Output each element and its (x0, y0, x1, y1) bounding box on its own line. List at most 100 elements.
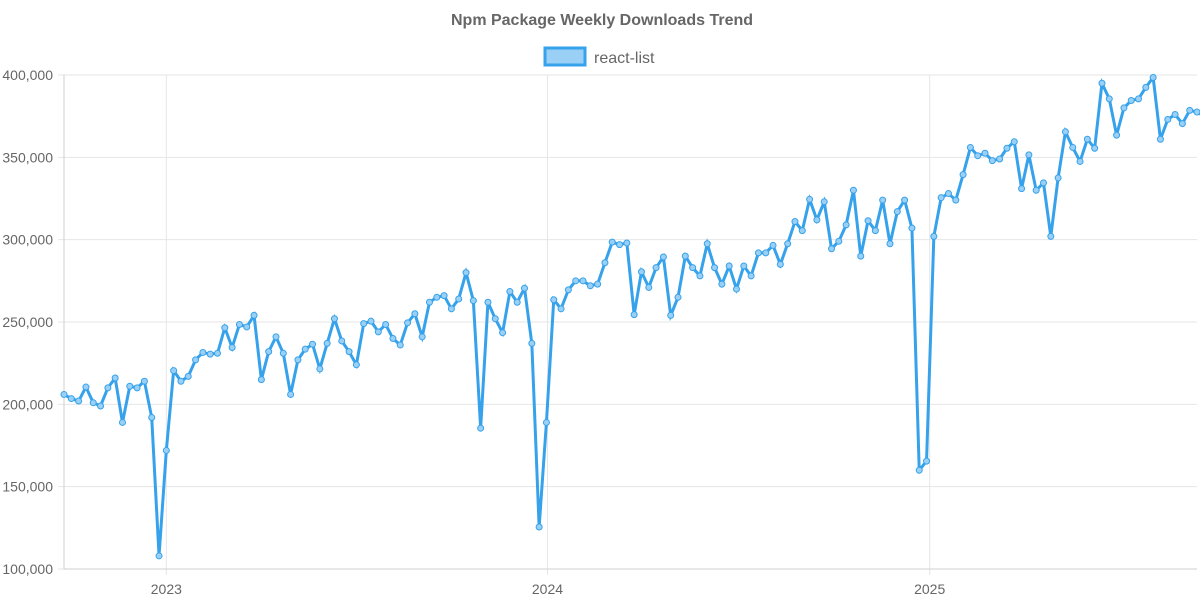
data-point[interactable] (301, 345, 309, 353)
data-point[interactable] (89, 399, 97, 407)
data-point[interactable] (1061, 128, 1069, 136)
data-point[interactable] (294, 356, 302, 364)
data-point[interactable] (491, 315, 499, 323)
data-point[interactable] (126, 382, 134, 390)
data-point[interactable] (842, 221, 850, 229)
data-point[interactable] (148, 414, 156, 422)
data-point[interactable] (915, 466, 923, 474)
data-point[interactable] (937, 194, 945, 202)
data-point[interactable] (952, 196, 960, 204)
data-point[interactable] (513, 298, 521, 306)
data-point[interactable] (279, 349, 287, 357)
data-point[interactable] (542, 418, 550, 426)
data-point[interactable] (250, 311, 258, 319)
data-point[interactable] (696, 272, 704, 280)
data-point[interactable] (908, 224, 916, 232)
data-point[interactable] (235, 320, 243, 328)
data-point[interactable] (1186, 106, 1194, 114)
data-point[interactable] (974, 152, 982, 160)
data-point[interactable] (864, 217, 872, 225)
data-point[interactable] (155, 552, 163, 560)
data-point[interactable] (1098, 79, 1106, 87)
data-point[interactable] (601, 259, 609, 267)
data-point[interactable] (1113, 131, 1121, 139)
data-point[interactable] (133, 384, 141, 392)
data-point[interactable] (367, 317, 375, 325)
data-point[interactable] (199, 348, 207, 356)
data-point[interactable] (674, 293, 682, 301)
data-point[interactable] (652, 264, 660, 272)
data-point[interactable] (769, 241, 777, 249)
data-point[interactable] (776, 260, 784, 268)
data-point[interactable] (192, 356, 200, 364)
data-point[interactable] (944, 190, 952, 198)
data-point[interactable] (404, 319, 412, 327)
data-point[interactable] (440, 292, 448, 300)
data-point[interactable] (272, 333, 280, 341)
data-point[interactable] (177, 377, 185, 385)
data-point[interactable] (1135, 95, 1143, 103)
data-point[interactable] (477, 424, 485, 432)
data-point[interactable] (1069, 143, 1077, 151)
data-point[interactable] (484, 298, 492, 306)
data-point[interactable] (118, 418, 126, 426)
data-point[interactable] (1120, 104, 1128, 112)
data-point[interactable] (988, 157, 996, 165)
data-point[interactable] (506, 288, 514, 296)
data-point[interactable] (645, 283, 653, 291)
data-point[interactable] (170, 367, 178, 375)
data-point[interactable] (996, 155, 1004, 163)
data-point[interactable] (425, 298, 433, 306)
data-point[interactable] (184, 372, 192, 380)
data-point[interactable] (1193, 108, 1200, 116)
data-point[interactable] (572, 277, 580, 285)
data-point[interactable] (75, 397, 83, 405)
data-point[interactable] (214, 349, 221, 357)
data-point[interactable] (1032, 186, 1040, 194)
data-point[interactable] (1156, 135, 1164, 143)
data-point[interactable] (725, 262, 733, 270)
data-point[interactable] (1076, 157, 1084, 165)
data-point[interactable] (828, 245, 836, 253)
data-point[interactable] (389, 334, 397, 342)
data-point[interactable] (557, 305, 565, 313)
data-point[interactable] (747, 272, 755, 280)
data-point[interactable] (871, 227, 879, 235)
data-point[interactable] (893, 208, 901, 216)
data-point[interactable] (754, 249, 762, 257)
data-point[interactable] (959, 171, 967, 179)
data-point[interactable] (265, 348, 273, 356)
data-point[interactable] (140, 377, 148, 385)
data-point[interactable] (623, 239, 631, 247)
data-point[interactable] (806, 195, 814, 203)
data-point[interactable] (411, 310, 419, 318)
data-point[interactable] (1105, 95, 1113, 103)
data-point[interactable] (586, 282, 594, 290)
data-point[interactable] (550, 296, 558, 304)
data-point[interactable] (594, 280, 602, 288)
data-point[interactable] (257, 376, 265, 384)
data-point[interactable] (1047, 232, 1055, 240)
data-point[interactable] (1025, 151, 1033, 159)
data-point[interactable] (360, 320, 368, 328)
data-point[interactable] (104, 384, 112, 392)
data-point[interactable] (243, 323, 251, 331)
data-point[interactable] (798, 227, 806, 235)
data-point[interactable] (469, 297, 477, 305)
data-point[interactable] (740, 262, 748, 270)
data-point[interactable] (535, 523, 543, 531)
data-point[interactable] (637, 268, 645, 276)
data-point[interactable] (681, 252, 689, 260)
data-point[interactable] (1091, 144, 1099, 152)
data-point[interactable] (1083, 135, 1091, 143)
data-point[interactable] (82, 383, 90, 391)
data-point[interactable] (616, 241, 624, 249)
data-point[interactable] (462, 269, 470, 277)
data-point[interactable] (528, 339, 536, 347)
data-point[interactable] (1003, 144, 1011, 152)
data-point[interactable] (1142, 83, 1150, 91)
data-point[interactable] (1178, 120, 1186, 128)
data-point[interactable] (711, 264, 719, 272)
data-point[interactable] (323, 339, 331, 347)
data-point[interactable] (1018, 185, 1026, 193)
